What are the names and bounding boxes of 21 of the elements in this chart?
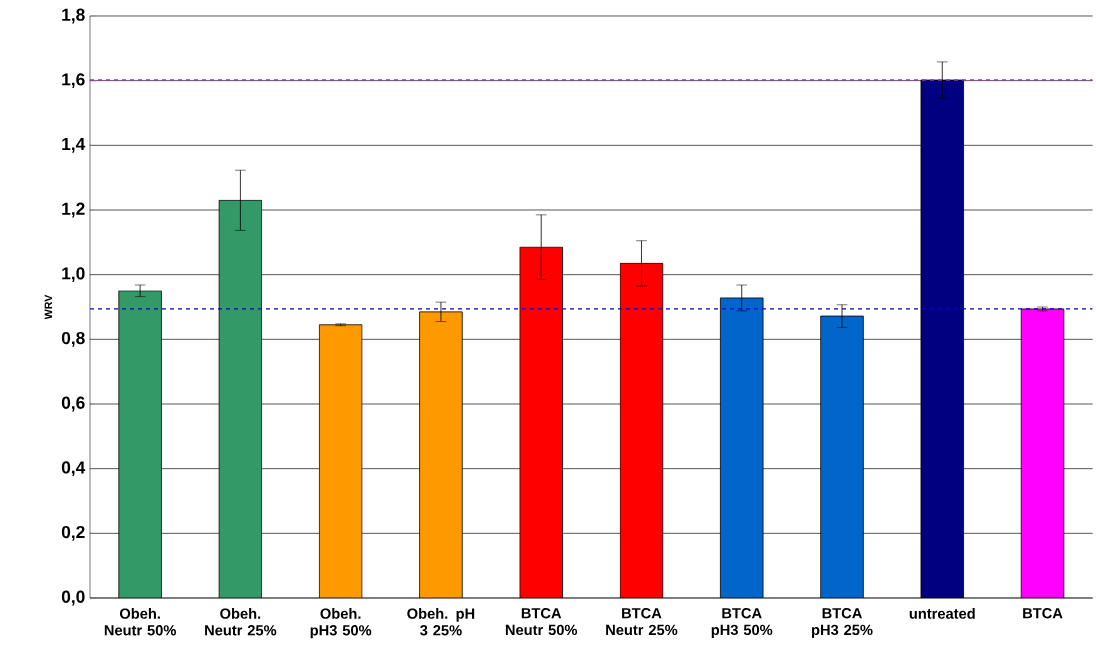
y-tick-label: 1,8	[62, 8, 85, 24]
x-tick-label: Obeh. pH3 50%	[310, 608, 372, 639]
x-tick-label: Obeh. pH 3 25%	[407, 608, 475, 636]
y-tick-label: 0,0	[61, 590, 85, 606]
x-tick-label: BTCA Neutr 50%	[505, 608, 578, 636]
x-tick-label: BTCA	[1023, 608, 1063, 619]
y-tick-label: 0,4	[61, 461, 86, 477]
y-tick-label: 1,2	[62, 202, 85, 218]
y-axis-title: WRV	[44, 294, 53, 320]
x-tick-label: BTCA pH3 25%	[811, 608, 873, 638]
y-tick-label: 1,0	[62, 267, 85, 283]
x-tick-label: BTCA pH3 50%	[711, 608, 773, 638]
y-tick-label: 0,6	[61, 396, 85, 412]
x-tick-label: Obeh. Neutr 25%	[205, 608, 277, 636]
x-tick-label: Obeh. Neutr 50%	[104, 608, 176, 636]
x-tick-label: BTCA Neutr 25%	[606, 608, 678, 636]
x-tick-label: untreated	[909, 608, 975, 619]
y-tick-label: 1,4	[62, 138, 86, 153]
y-tick-label: 0,8	[61, 331, 85, 347]
y-tick-label: 1,6	[62, 73, 85, 89]
y-tick-label: 0,2	[61, 525, 85, 541]
